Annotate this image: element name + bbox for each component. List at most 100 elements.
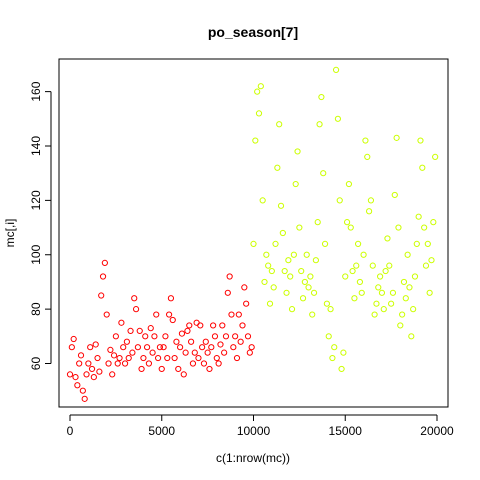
data-point-0-81 — [215, 360, 222, 367]
data-point-1-6 — [261, 278, 268, 286]
y-tick-label: 120 — [29, 190, 43, 210]
data-point-0-23 — [109, 371, 116, 378]
data-point-1-5 — [259, 197, 266, 204]
data-point-0-56 — [169, 316, 176, 324]
data-point-1-48 — [338, 365, 345, 373]
data-point-0-65 — [186, 322, 193, 329]
data-point-1-37 — [318, 93, 325, 101]
data-point-0-40 — [140, 354, 147, 362]
data-point-1-73 — [384, 235, 391, 242]
y-tick-label: 80 — [29, 302, 43, 316]
data-point-0-17 — [98, 292, 105, 299]
data-point-1-97 — [428, 257, 435, 264]
data-point-0-86 — [224, 289, 231, 296]
data-point-0-60 — [177, 344, 184, 351]
data-point-1-54 — [349, 267, 356, 275]
data-point-0-90 — [232, 333, 239, 340]
y-tick-label: 100 — [29, 244, 43, 264]
data-point-1-99 — [432, 153, 439, 160]
data-point-1-74 — [386, 262, 393, 269]
data-point-0-48 — [154, 354, 162, 362]
plot-frame — [58, 58, 449, 408]
data-point-0-93 — [237, 338, 244, 345]
data-point-1-68 — [375, 284, 382, 291]
data-point-0-21 — [105, 360, 112, 367]
data-point-1-29 — [303, 251, 310, 258]
data-point-0-18 — [99, 273, 107, 280]
data-point-1-90 — [415, 213, 422, 220]
data-point-1-33 — [310, 289, 318, 296]
data-point-0-84 — [221, 349, 228, 356]
data-point-0-12 — [88, 365, 96, 373]
x-tick-label: 20000 — [420, 424, 454, 438]
data-point-1-11 — [270, 284, 277, 291]
data-point-1-35 — [314, 219, 321, 226]
data-point-0-27 — [116, 354, 123, 362]
data-point-1-91 — [417, 137, 424, 144]
data-point-0-36 — [132, 306, 140, 313]
data-point-0-20 — [103, 311, 110, 318]
y-axis-label: mc[,i] — [3, 219, 17, 248]
data-point-0-63 — [182, 349, 189, 356]
data-point-1-23 — [292, 180, 299, 188]
data-point-0-41 — [142, 333, 149, 340]
data-point-1-84 — [404, 251, 411, 258]
data-point-1-72 — [382, 267, 389, 275]
data-point-0-71 — [197, 322, 204, 329]
data-point-1-20 — [287, 273, 294, 280]
data-point-1-17 — [281, 267, 288, 275]
data-point-1-2 — [254, 88, 261, 95]
data-point-1-14 — [276, 121, 283, 128]
data-point-0-24 — [110, 352, 118, 359]
y-axis: 60 80 100 120 140 160 — [29, 81, 52, 371]
data-point-1-19 — [285, 257, 292, 264]
data-point-0-78 — [210, 322, 217, 329]
data-point-0-54 — [165, 311, 173, 318]
data-point-1-79 — [395, 224, 402, 231]
data-point-1-25 — [296, 224, 303, 231]
data-point-0-13 — [90, 373, 97, 381]
data-point-0-33 — [127, 327, 134, 334]
data-point-0-70 — [195, 354, 202, 362]
data-point-0-1 — [68, 344, 75, 351]
data-point-1-31 — [307, 273, 314, 280]
y-tick-label: 60 — [29, 357, 43, 371]
data-point-1-89 — [413, 240, 420, 247]
data-point-0-32 — [125, 354, 132, 362]
x-tick-label: 5000 — [148, 424, 175, 438]
data-point-0-97 — [244, 333, 252, 340]
data-point-1-75 — [388, 300, 395, 307]
data-point-1-83 — [402, 295, 409, 302]
data-point-1-13 — [274, 164, 281, 171]
data-point-0-73 — [200, 360, 208, 367]
data-point-0-49 — [156, 344, 164, 351]
data-point-0-11 — [87, 344, 94, 351]
chart-title: po_season[7] — [208, 24, 298, 40]
data-point-0-55 — [167, 295, 175, 302]
data-point-1-71 — [380, 306, 387, 313]
data-point-0-25 — [112, 333, 119, 340]
data-point-1-45 — [332, 66, 340, 73]
data-point-1-78 — [393, 134, 400, 141]
data-point-1-28 — [301, 278, 308, 286]
data-point-1-52 — [345, 180, 353, 188]
data-point-0-94 — [239, 322, 246, 329]
data-point-0-2 — [70, 335, 77, 343]
data-point-1-93 — [421, 224, 428, 231]
y-tick-label: 140 — [29, 136, 43, 156]
data-point-0-6 — [77, 352, 85, 359]
data-point-0-98 — [246, 349, 253, 356]
data-point-1-3 — [255, 110, 263, 117]
data-point-0-30 — [121, 360, 129, 367]
data-point-0-53 — [164, 354, 171, 362]
y-tick-label: 160 — [29, 81, 43, 101]
data-point-0-46 — [151, 333, 158, 340]
data-point-1-69 — [377, 273, 384, 280]
data-point-1-81 — [399, 311, 406, 318]
data-point-1-51 — [343, 219, 351, 226]
data-point-0-3 — [72, 373, 79, 381]
data-point-0-72 — [199, 344, 206, 351]
data-point-0-52 — [162, 333, 169, 340]
data-point-1-59 — [358, 289, 365, 296]
